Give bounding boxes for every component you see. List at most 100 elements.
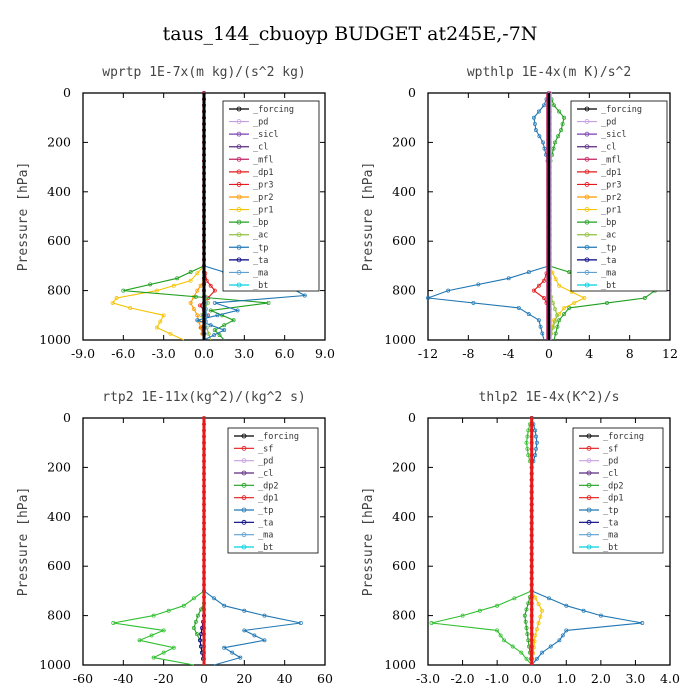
- series-point: [262, 613, 267, 618]
- series-point: [524, 607, 529, 612]
- legend-entry: _pr1: [253, 206, 273, 216]
- series-point: [536, 283, 541, 288]
- legend-entry: _sf: [603, 444, 618, 454]
- legend-entry: _ma: [601, 268, 616, 278]
- series-point: [158, 319, 163, 324]
- series-point: [212, 596, 217, 601]
- series-point: [540, 608, 545, 613]
- legend-marker: [584, 119, 590, 124]
- series-point: [564, 628, 569, 633]
- series-line-tp: [203, 590, 301, 666]
- series-point: [542, 146, 547, 151]
- x-tick-label: -3.0: [152, 346, 176, 361]
- legend-entry: _pd: [603, 457, 618, 467]
- legend-marker: [584, 244, 590, 250]
- series-point: [524, 626, 529, 630]
- series-point: [540, 331, 545, 336]
- series-point: [149, 633, 154, 638]
- legend-entry: _bt: [603, 543, 618, 553]
- legend-marker: [586, 458, 592, 464]
- series-point: [429, 621, 434, 625]
- series-line-tp: [531, 417, 643, 666]
- y-axis-label: Pressure [hPa]: [361, 162, 376, 272]
- y-tick-label: 800: [392, 608, 416, 623]
- series-point: [534, 434, 538, 439]
- series-point: [242, 608, 247, 613]
- series-point: [206, 300, 210, 305]
- series-point: [555, 324, 560, 329]
- series-point: [534, 440, 539, 445]
- series-point: [556, 134, 561, 139]
- series-point: [541, 140, 545, 145]
- y-axis-label: Pressure [hPa]: [16, 487, 31, 597]
- series-point: [538, 614, 543, 619]
- y-tick-label: 600: [392, 233, 416, 248]
- legend-entry: _pr3: [253, 180, 273, 190]
- x-tick-label: -40: [113, 671, 133, 686]
- series-point: [564, 603, 569, 608]
- series-point: [525, 446, 530, 451]
- y-axis-label: Pressure [hPa]: [361, 487, 376, 597]
- series-point: [519, 650, 524, 655]
- plot-frame: [427, 417, 671, 666]
- x-tick-label: 0: [200, 671, 208, 686]
- panel-title: wpthlp 1E-4x(m K)/s^2: [467, 65, 631, 80]
- series-point: [171, 283, 176, 288]
- x-tick-label: 0: [545, 346, 553, 361]
- series-point: [531, 115, 536, 120]
- legend-entry: _pd: [253, 118, 268, 128]
- legend-marker: [241, 519, 247, 525]
- series-point: [198, 303, 202, 308]
- series-point: [195, 318, 200, 323]
- series-point: [212, 328, 217, 333]
- legend-entry: _bt: [601, 281, 616, 291]
- series-point: [206, 331, 211, 336]
- series-point: [524, 656, 529, 661]
- series-point: [533, 128, 538, 133]
- legend-entry: _ma: [258, 531, 273, 541]
- legend-marker: [236, 144, 242, 150]
- y-tick-label: 800: [47, 283, 71, 298]
- legend-marker: [584, 207, 590, 212]
- series-point: [512, 596, 517, 601]
- series-point: [208, 323, 213, 328]
- x-tick-label: -12: [418, 346, 438, 361]
- series-line-tp: [427, 92, 550, 341]
- legend-marker: [236, 207, 242, 212]
- series-point: [191, 596, 196, 601]
- legend: _forcing _pd _sicl _cl _mfl _dp1 _pr3 _pr2 _pr1 _…: [222, 100, 320, 292]
- legend-entry: _dp1: [603, 494, 623, 504]
- series-point: [215, 313, 220, 318]
- legend-marker: [586, 445, 592, 451]
- x-tick-label: 8: [626, 346, 634, 361]
- series-point: [426, 296, 430, 300]
- legend-entry: _ta: [253, 256, 268, 266]
- y-tick-label: 1000: [39, 657, 71, 672]
- x-tick-label: 4: [585, 346, 593, 361]
- legend-marker: [584, 156, 590, 162]
- series-point: [171, 645, 176, 650]
- series-point: [502, 638, 507, 643]
- series-point: [542, 296, 546, 300]
- legend-marker: [584, 282, 590, 288]
- series-point: [562, 305, 567, 310]
- series-line-pr1: [548, 265, 586, 341]
- legend-marker: [241, 433, 247, 439]
- y-tick-label: 200: [392, 134, 416, 149]
- legend-marker: [236, 282, 242, 288]
- series-point: [557, 283, 562, 288]
- series-point: [605, 300, 609, 305]
- series-point: [516, 305, 521, 310]
- series-point: [166, 608, 171, 613]
- x-tick-label: 12: [662, 346, 678, 361]
- legend-entry: _cl: [258, 469, 273, 479]
- series-point: [212, 333, 217, 338]
- chart-panel-3: rtp2 1E-11x(kg^2)/(kg^2 s) Pressure [hPa]…: [16, 390, 333, 686]
- series-point: [191, 626, 196, 630]
- legend-entry: _bt: [258, 543, 273, 553]
- legend-entry: _dp1: [601, 168, 621, 178]
- series-point: [552, 103, 556, 108]
- legend-marker: [236, 131, 242, 137]
- series-point: [598, 613, 603, 618]
- legend-entry: _dp2: [603, 481, 623, 491]
